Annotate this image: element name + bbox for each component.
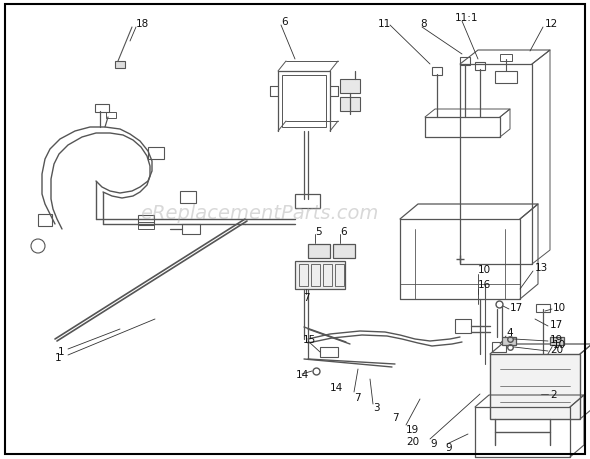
Bar (340, 80, 360, 94)
Text: 6: 6 (281, 17, 288, 27)
Bar (95, 105, 109, 113)
Text: 16: 16 (478, 280, 491, 289)
Bar (148, 148, 164, 160)
Text: 9: 9 (430, 438, 437, 448)
Bar (500, 55, 512, 62)
Text: 9: 9 (445, 442, 451, 452)
Bar (475, 63, 485, 71)
Text: 10: 10 (553, 339, 566, 349)
Bar (495, 72, 517, 84)
Text: 20: 20 (550, 344, 563, 354)
Bar (182, 224, 200, 235)
Bar (502, 337, 516, 345)
Text: 10: 10 (553, 302, 566, 312)
Bar (295, 195, 320, 208)
Bar (323, 264, 332, 286)
Bar (335, 264, 344, 286)
Text: 20: 20 (406, 436, 419, 446)
Text: 1: 1 (55, 352, 61, 362)
Text: 17: 17 (550, 319, 563, 329)
Text: 7: 7 (354, 392, 360, 402)
Text: eReplacementParts.com: eReplacementParts.com (140, 204, 379, 223)
Bar (455, 319, 471, 333)
Text: 17: 17 (510, 302, 523, 312)
Text: 7: 7 (303, 292, 310, 302)
Bar (320, 347, 338, 357)
Bar (492, 342, 506, 352)
Text: 15: 15 (303, 334, 316, 344)
Bar (460, 58, 470, 66)
Text: 4: 4 (506, 327, 513, 337)
Bar (340, 98, 360, 112)
Bar (490, 354, 580, 419)
Text: 8: 8 (420, 19, 427, 29)
Text: 1: 1 (58, 346, 65, 356)
Text: 13: 13 (535, 263, 548, 272)
Bar (115, 62, 125, 69)
Text: 14: 14 (330, 382, 343, 392)
Bar (180, 191, 196, 203)
Bar (432, 68, 442, 76)
Text: 19: 19 (406, 424, 419, 434)
Text: 14: 14 (296, 369, 309, 379)
Text: 11:1: 11:1 (455, 13, 478, 23)
Bar (295, 262, 345, 289)
Text: 7: 7 (392, 412, 399, 422)
Text: 12: 12 (545, 19, 558, 29)
Bar (550, 337, 564, 345)
Text: 10: 10 (478, 264, 491, 274)
Bar (282, 76, 326, 128)
Bar (536, 304, 550, 312)
Bar (333, 245, 355, 258)
Bar (138, 216, 154, 225)
Bar (38, 214, 52, 226)
Text: 3: 3 (373, 402, 379, 412)
Bar (299, 264, 308, 286)
Bar (106, 113, 116, 119)
Bar (311, 264, 320, 286)
Text: 2: 2 (550, 389, 556, 399)
Bar (308, 245, 330, 258)
Text: 5: 5 (315, 226, 322, 236)
Text: 11: 11 (378, 19, 391, 29)
Bar (138, 223, 154, 230)
Text: 18: 18 (136, 19, 149, 29)
Text: 19: 19 (550, 334, 563, 344)
Text: 6: 6 (340, 226, 346, 236)
